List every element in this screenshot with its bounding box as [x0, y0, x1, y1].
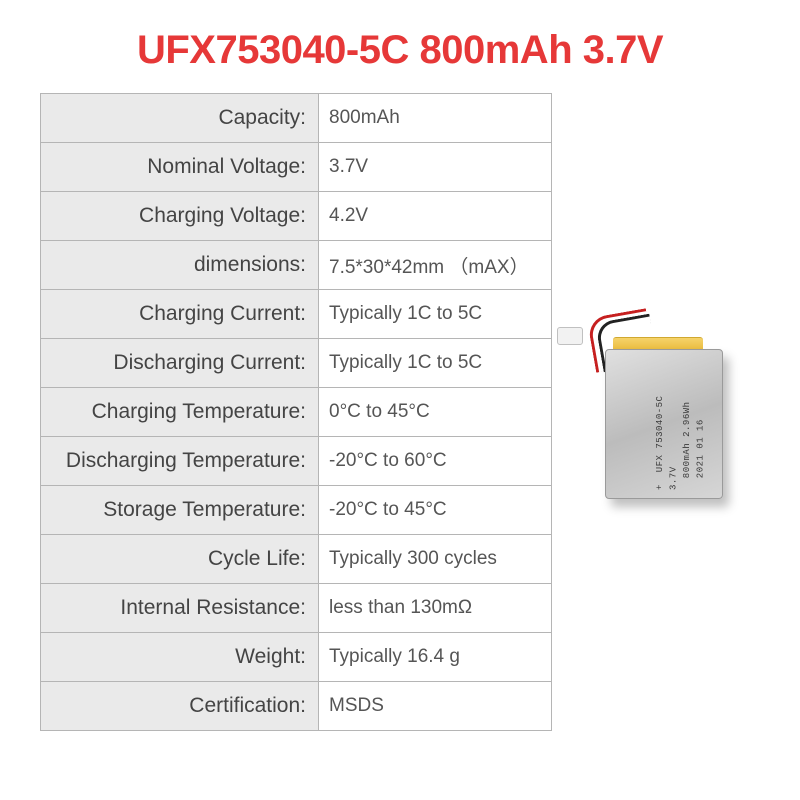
table-row: Weight:Typically 16.4 g	[41, 633, 552, 682]
spec-value: 0°C to 45°C	[319, 388, 552, 437]
spec-value: 3.7V	[319, 143, 552, 192]
cell-plus: +	[655, 484, 665, 490]
table-row: Charging Temperature:0°C to 45°C	[41, 388, 552, 437]
table-row: Discharging Temperature:-20°C to 60°C	[41, 437, 552, 486]
table-row: Capacity:800mAh	[41, 94, 552, 143]
connector	[557, 327, 583, 345]
table-row: Charging Current:Typically 1C to 5C	[41, 290, 552, 339]
table-row: Charging Voltage:4.2V	[41, 192, 552, 241]
spec-value: Typically 300 cycles	[319, 535, 552, 584]
spec-label: dimensions:	[41, 241, 319, 290]
spec-label: Cycle Life:	[41, 535, 319, 584]
spec-value: less than 130mΩ	[319, 584, 552, 633]
cell-line2: 800mAh 2.96Wh	[682, 401, 692, 478]
spec-label: Certification:	[41, 682, 319, 731]
table-row: dimensions:7.5*30*42mm （mAX）	[41, 241, 552, 290]
battery-image-col: + UFX 753040-5C 3.7V 800mAh 2.96Wh 2021 …	[552, 343, 760, 533]
spec-value: 7.5*30*42mm （mAX）	[319, 241, 552, 290]
battery-cell: + UFX 753040-5C 3.7V 800mAh 2.96Wh 2021 …	[605, 349, 723, 499]
table-row: Nominal Voltage:3.7V	[41, 143, 552, 192]
spec-value: Typically 16.4 g	[319, 633, 552, 682]
spec-value: MSDS	[319, 682, 552, 731]
spec-label: Charging Current:	[41, 290, 319, 339]
spec-value: -20°C to 45°C	[319, 486, 552, 535]
spec-label: Charging Voltage:	[41, 192, 319, 241]
spec-value: 4.2V	[319, 192, 552, 241]
spec-label: Discharging Temperature:	[41, 437, 319, 486]
spec-label: Discharging Current:	[41, 339, 319, 388]
spec-table: Capacity:800mAhNominal Voltage:3.7VCharg…	[40, 93, 552, 731]
table-row: Storage Temperature:-20°C to 45°C	[41, 486, 552, 535]
table-row: Certification:MSDS	[41, 682, 552, 731]
battery-cell-text: + UFX 753040-5C 3.7V 800mAh 2.96Wh 2021 …	[654, 368, 708, 490]
spec-label: Charging Temperature:	[41, 388, 319, 437]
spec-value: -20°C to 60°C	[319, 437, 552, 486]
cell-line1: UFX 753040-5C 3.7V	[655, 396, 679, 490]
spec-label: Capacity:	[41, 94, 319, 143]
spec-value: Typically 1C to 5C	[319, 290, 552, 339]
spec-value: 800mAh	[319, 94, 552, 143]
spec-value: Typically 1C to 5C	[319, 339, 552, 388]
cell-line3: 2021 01 16	[696, 419, 706, 478]
table-row: Cycle Life:Typically 300 cycles	[41, 535, 552, 584]
spec-label: Nominal Voltage:	[41, 143, 319, 192]
product-title: UFX753040-5C 800mAh 3.7V	[137, 28, 663, 73]
spec-table-body: Capacity:800mAhNominal Voltage:3.7VCharg…	[41, 94, 552, 731]
spec-label: Weight:	[41, 633, 319, 682]
battery-illustration: + UFX 753040-5C 3.7V 800mAh 2.96Wh 2021 …	[581, 343, 731, 533]
table-row: Discharging Current:Typically 1C to 5C	[41, 339, 552, 388]
content-wrap: Capacity:800mAhNominal Voltage:3.7VCharg…	[40, 93, 760, 731]
spec-label: Storage Temperature:	[41, 486, 319, 535]
table-row: Internal Resistance:less than 130mΩ	[41, 584, 552, 633]
spec-label: Internal Resistance:	[41, 584, 319, 633]
